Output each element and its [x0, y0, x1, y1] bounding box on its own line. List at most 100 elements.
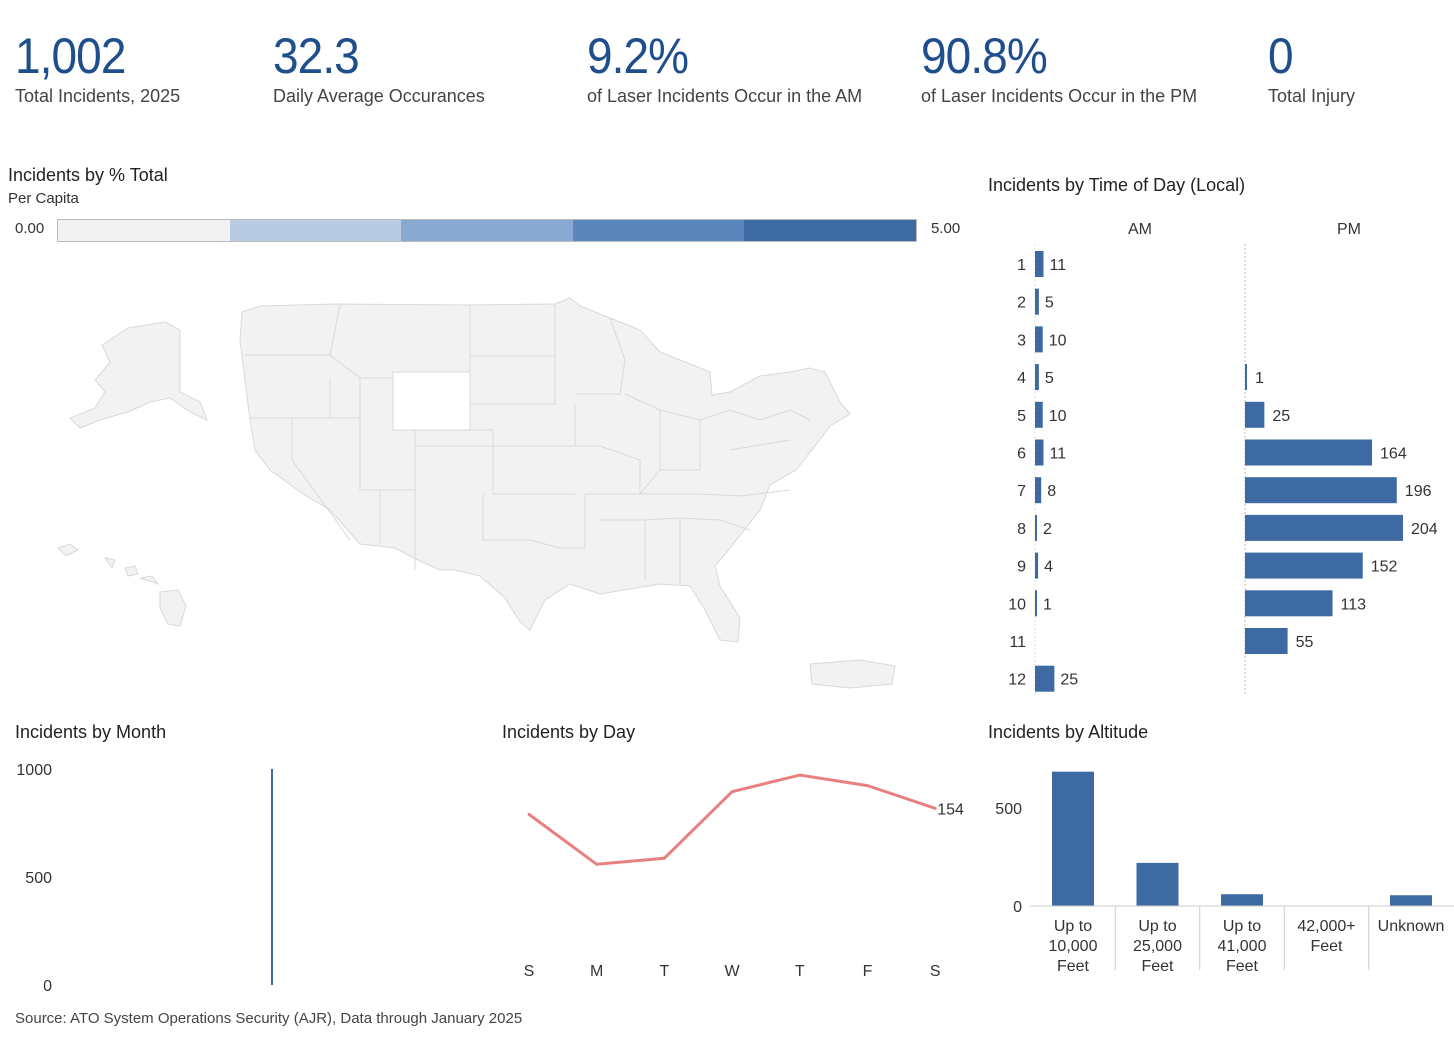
hour-label: 5: [1017, 408, 1026, 425]
legend-bin-5: [744, 220, 916, 241]
altitude-bar: [1390, 895, 1432, 906]
time-of-day-title: Incidents by Time of Day (Local): [988, 175, 1246, 195]
state-hawaii[interactable]: [57, 543, 187, 627]
kpi-daily-average: 32.3 Daily Average Occurances: [273, 28, 485, 107]
hour-label: 2: [1017, 295, 1026, 312]
pm-bar: [1245, 590, 1333, 617]
hour-label: 3: [1017, 332, 1026, 349]
hour-label: 1: [1017, 257, 1026, 274]
kpi-pm-percent: 90.8% of Laser Incidents Occur in the PM: [921, 28, 1197, 107]
y-tick-label: 500: [25, 870, 52, 887]
am-bar-value: 8: [1047, 483, 1056, 500]
panel-label-pm: PM: [1337, 221, 1361, 238]
legend-bin-3: [401, 220, 573, 241]
altitude-category-label: Up to 41,000 Feet: [1218, 918, 1267, 975]
y-tick-label: 500: [995, 801, 1022, 818]
am-bar: [1035, 326, 1043, 353]
hour-label: 6: [1017, 446, 1026, 463]
altitude-category-label: Unknown: [1378, 918, 1445, 935]
pm-bar-value: 25: [1272, 408, 1290, 425]
altitude-category-label: 42,000+ Feet: [1297, 918, 1355, 955]
day-tick-label: F: [863, 963, 873, 980]
legend-bin-1: [58, 220, 230, 241]
state-colorado[interactable]: [392, 371, 471, 431]
map-subtitle: Per Capita: [8, 190, 79, 207]
territory-puerto-rico[interactable]: [809, 659, 896, 689]
legend-max-label: 5.00: [931, 220, 961, 237]
am-bar: [1035, 552, 1039, 579]
day-chart-title: Incidents by Day: [502, 722, 636, 742]
day-tick-label: W: [725, 963, 741, 980]
day-point: [933, 806, 937, 810]
am-bar: [1035, 439, 1044, 466]
source-note: Source: ATO System Operations Security (…: [15, 1010, 523, 1027]
day-point: [798, 773, 802, 777]
altitude-bar: [1136, 862, 1179, 906]
kpi-label: Daily Average Occurances: [273, 86, 485, 106]
day-point: [730, 790, 734, 794]
altitude-bar: [1221, 894, 1263, 906]
am-bar: [1035, 288, 1039, 315]
pm-bar-value: 196: [1405, 483, 1432, 500]
legend-bin-4: [572, 220, 745, 241]
pm-bar-value: 1: [1255, 370, 1264, 387]
pm-bar: [1245, 552, 1363, 579]
kpi-label: Total Injury: [1268, 86, 1356, 106]
am-bar-value: 11: [1050, 257, 1067, 274]
pm-bar-value: 164: [1380, 446, 1407, 463]
kpi-label: of Laser Incidents Occur in the PM: [921, 86, 1198, 106]
am-bar: [1035, 665, 1055, 692]
am-bar: [1035, 251, 1044, 277]
hour-label: 12: [1008, 672, 1026, 689]
hour-label: 9: [1017, 559, 1026, 576]
altitude-chart-title: Incidents by Altitude: [988, 722, 1149, 742]
altitude-category-label: Up to 10,000 Feet: [1049, 918, 1098, 975]
y-tick-label: 0: [1013, 899, 1022, 916]
us-map[interactable]: [0, 0, 980, 700]
altitude-bar: [1052, 771, 1094, 906]
pm-bar: [1245, 364, 1247, 391]
day-point: [527, 812, 531, 816]
panel-label-am: AM: [1128, 221, 1152, 238]
pm-bar-value: 113: [1341, 596, 1367, 613]
am-bar: [1035, 514, 1037, 541]
kpi-value: 9.2%: [587, 28, 689, 84]
day-tick-label: M: [590, 963, 603, 980]
day-tick-label: S: [930, 963, 941, 980]
pm-bar-value: 152: [1371, 559, 1398, 576]
pm-bar: [1245, 628, 1288, 654]
altitude-category-label: Up to 25,000 Feet: [1133, 918, 1182, 975]
hour-label: 7: [1017, 483, 1026, 500]
altitude-chart: 500 0 Up to 10,000 Feet Up to 25,000 Feet Up to 4…: [995, 771, 1454, 975]
am-bar-value: 2: [1043, 521, 1052, 538]
day-point: [866, 784, 869, 788]
am-bar-value: 25: [1060, 672, 1078, 689]
day-line: [528, 773, 936, 866]
legend-bin-2: [229, 220, 402, 241]
kpi-value: 90.8%: [921, 28, 1048, 84]
state-alaska[interactable]: [69, 321, 208, 429]
am-bar: [1035, 477, 1042, 504]
am-bar-value: 5: [1045, 295, 1054, 312]
am-bar-value: 1: [1043, 596, 1052, 613]
hour-label: 4: [1017, 370, 1026, 387]
day-tick-label: S: [524, 963, 535, 980]
kpi-total-incidents: 1,002 Total Incidents, 2025: [15, 28, 180, 107]
am-bar-value: 4: [1044, 559, 1053, 576]
pm-bar: [1245, 439, 1373, 466]
kpi-label: Total Incidents, 2025: [15, 86, 181, 106]
am-bar: [1035, 401, 1043, 428]
am-bar: [1035, 590, 1037, 617]
kpi-total-injury: 0 Total Injury: [1268, 28, 1355, 107]
hour-label: 8: [1017, 521, 1026, 538]
kpi-am-percent: 9.2% of Laser Incidents Occur in the AM: [587, 28, 862, 107]
kpi-label: of Laser Incidents Occur in the AM: [587, 86, 863, 106]
kpi-value: 0: [1268, 28, 1294, 84]
pm-bar-value: 204: [1411, 521, 1438, 538]
am-bar-value: 10: [1049, 332, 1067, 349]
day-point: [595, 862, 599, 866]
pm-bar: [1245, 401, 1265, 428]
kpi-value: 32.3: [273, 28, 360, 84]
color-legend: [57, 219, 917, 242]
